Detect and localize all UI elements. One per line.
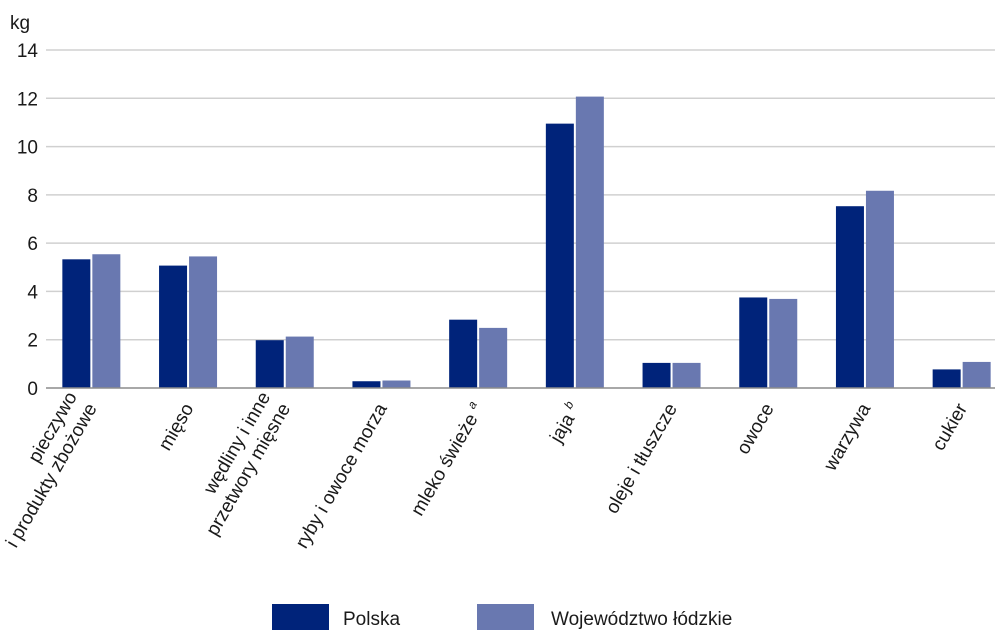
x-tick-label: mleko świeże a — [405, 398, 489, 519]
legend-swatch-polska — [272, 604, 329, 630]
x-tick-label: cukier — [928, 399, 972, 454]
y-tick-label: 2 — [27, 331, 38, 352]
bar-polska — [545, 123, 574, 388]
legend-label: Województwo łódzkie — [551, 609, 732, 630]
bar-polska — [62, 259, 91, 388]
y-tick-label: 4 — [27, 282, 38, 303]
bar-lodzkie — [575, 96, 604, 389]
x-tick-label-text: jaja — [546, 406, 582, 448]
bar-lodzkie — [479, 327, 508, 388]
y-tick-label: 6 — [27, 234, 38, 255]
legend-label: Polska — [343, 609, 400, 630]
bar-lodzkie — [382, 380, 411, 388]
y-tick-label: 14 — [17, 41, 39, 62]
y-tick-label: 8 — [27, 186, 38, 207]
x-tick-label: ryby i owoce morza — [292, 400, 392, 553]
bar-lodzkie — [962, 361, 991, 388]
bar-polska — [449, 319, 478, 388]
bar-polska — [739, 297, 768, 388]
bar-polska — [835, 206, 864, 388]
bar-polska — [932, 369, 961, 388]
x-tick-label: oleje i tłuszcze — [602, 400, 682, 518]
bar-lodzkie — [769, 298, 798, 388]
bar-polska — [255, 340, 284, 388]
bar-lodzkie — [285, 336, 314, 388]
bar-lodzkie — [92, 254, 121, 388]
x-tick-label: mięso — [155, 400, 199, 454]
y-tick-label: 12 — [17, 89, 38, 110]
bar-lodzkie — [189, 256, 218, 388]
y-tick-label: 0 — [27, 379, 38, 400]
y-axis-label: kg — [10, 13, 30, 34]
bar-polska — [159, 265, 188, 388]
bar-polska — [352, 381, 381, 388]
bar-lodzkie — [865, 190, 894, 388]
x-tick-label: warzywa — [820, 400, 876, 476]
legend-swatch-lodzkie — [477, 604, 534, 630]
x-tick-label: owoce — [733, 400, 779, 458]
x-tick-label: jaja b — [543, 398, 585, 447]
bar-polska — [642, 362, 671, 388]
y-tick-label: 10 — [17, 138, 38, 159]
bar-lodzkie — [672, 362, 701, 388]
x-tick-label-text: mleko świeże — [407, 406, 485, 520]
